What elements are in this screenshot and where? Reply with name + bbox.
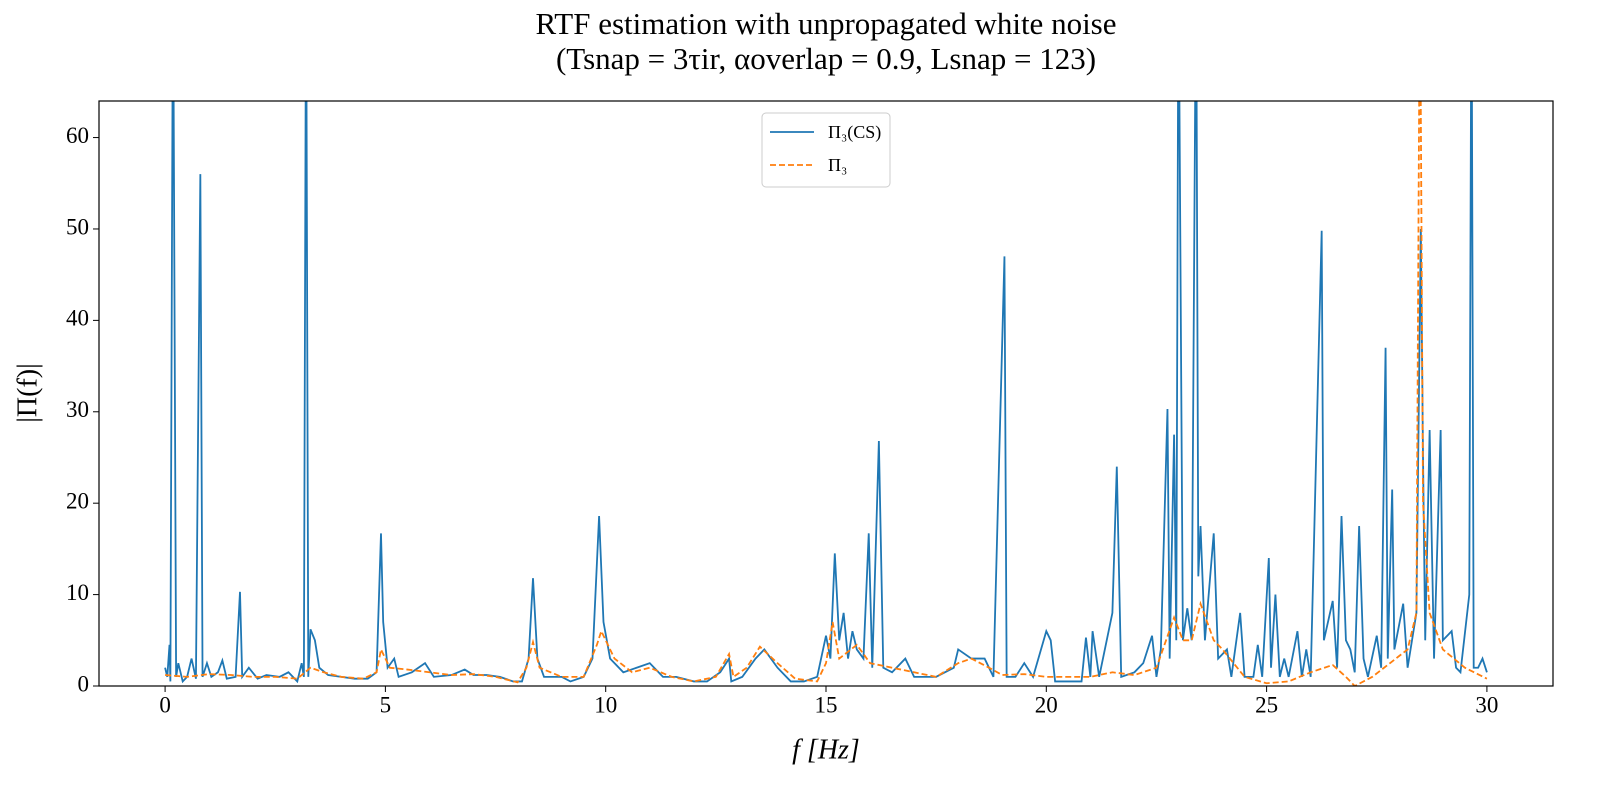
y-tick-label: 20	[66, 488, 89, 513]
x-tick-label: 20	[1035, 692, 1058, 717]
legend-label: Π₃	[828, 155, 847, 175]
x-tick-label: 0	[159, 692, 171, 717]
x-tick-label: 25	[1255, 692, 1278, 717]
data-line	[164, 101, 1488, 684]
y-tick-label: 40	[66, 306, 89, 331]
x-axis-label: f [Hz]	[792, 734, 860, 765]
chart-subtitle: (Tsnap = 3τir, αoverlap = 0.9, Lsnap = 1…	[556, 41, 1096, 76]
data-line	[165, 101, 1488, 686]
plot-frame	[98, 100, 1554, 687]
x-tick-label: 5	[380, 692, 392, 717]
y-tick-label: 0	[78, 671, 90, 696]
y-axis-label: |Π(f)|	[12, 363, 43, 422]
y-tick-label: 30	[66, 397, 89, 422]
legend-label: Π₃(CS)	[828, 122, 881, 143]
y-tick-label: 10	[66, 580, 89, 605]
chart-title: RTF estimation with unpropagated white n…	[535, 6, 1116, 41]
y-tick-label: 60	[66, 123, 89, 148]
x-tick-label: 30	[1475, 692, 1498, 717]
y-tick-label: 50	[66, 214, 89, 239]
x-tick-label: 10	[594, 692, 617, 717]
plot-lines	[164, 101, 1488, 686]
x-tick-label: 15	[815, 692, 838, 717]
